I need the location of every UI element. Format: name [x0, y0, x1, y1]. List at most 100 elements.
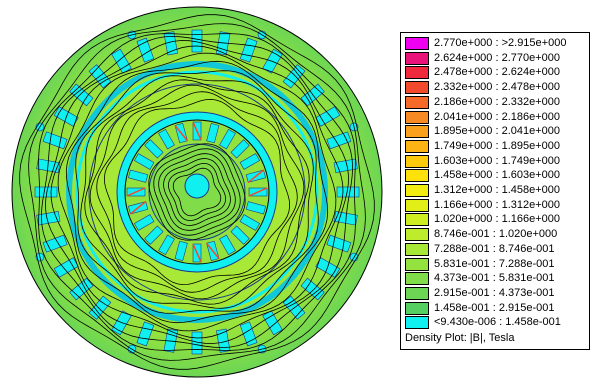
flux-lines: [19, 14, 375, 370]
inner-slot: [248, 187, 268, 197]
inner-slot: [239, 214, 261, 231]
inner-slot: [245, 169, 267, 183]
flux-line: [19, 14, 375, 370]
legend-swatch: [405, 242, 429, 256]
legend: 2.770e+000 : >2.915e+000 2.624e+000 : 2.7…: [400, 32, 590, 350]
flux-line: [148, 143, 246, 241]
inner-slot: [144, 139, 164, 159]
legend-range-label: 8.746e-001 : 1.020e+000: [434, 228, 558, 241]
outer-slot: [333, 158, 358, 173]
flux-line: [65, 60, 329, 324]
flux-line: [38, 33, 356, 351]
inner-slot: [127, 169, 149, 183]
outer-slot: [42, 131, 68, 150]
inner-stator-slots: [126, 121, 268, 263]
outer-slot: [88, 295, 112, 320]
outer-slot: [111, 48, 132, 74]
legend-swatch: [405, 213, 429, 227]
outer-slot: [326, 234, 352, 253]
inner-slot: [239, 153, 261, 170]
flux-line: [50, 45, 344, 339]
legend-swatch: [405, 301, 429, 315]
legend-range-label: 2.478e+000 : 2.624e+000: [434, 66, 561, 79]
inner-slot: [133, 214, 155, 231]
inner-slot: [133, 153, 155, 170]
legend-range-label: 1.603e+000 : 1.749e+000: [434, 154, 561, 167]
legend-swatch: [405, 184, 429, 197]
legend-swatch: [405, 81, 429, 95]
legend-range-label: 4.373e-001 : 5.831e-001: [434, 272, 555, 285]
legend-range-label: 7.288e-001 : 8.746e-001: [434, 242, 555, 255]
flux-line: [89, 84, 305, 300]
inner-slot: [206, 240, 220, 262]
inner-slot: [127, 201, 149, 215]
outer-slot: [315, 106, 341, 127]
legend-swatch: [405, 95, 429, 109]
legend-range-label: 2.332e+000 : 2.478e+000: [434, 81, 561, 94]
legend-range-label: 5.831e-001 : 7.288e-001: [434, 257, 555, 270]
shaft: [184, 173, 210, 199]
flux-line: [45, 40, 349, 344]
outer-slot: [239, 37, 258, 63]
legend-swatch: [405, 169, 429, 183]
legend-swatch: [405, 154, 429, 168]
legend-swatch: [405, 316, 429, 330]
outer-slot: [36, 211, 61, 226]
flux-line: [28, 23, 366, 361]
inner-slot: [230, 139, 250, 159]
flux-line: [158, 153, 236, 231]
legend-swatch: [405, 139, 429, 153]
legend-range-label: 1.749e+000 : 1.895e+000: [434, 139, 561, 152]
outer-slot: [282, 64, 306, 89]
flux-line: [84, 79, 310, 305]
legend-swatch: [405, 125, 429, 139]
density-plot: [11, 6, 383, 378]
inner-slot: [219, 128, 236, 150]
inner-slot: [192, 121, 202, 141]
outer-slot: [300, 277, 325, 301]
legend-range-label: 1.312e+000 : 1.458e+000: [434, 184, 561, 196]
outer-slot: [216, 328, 231, 353]
legend-swatch: [405, 37, 429, 50]
legend-range-label: 2.041e+000 : 2.186e+000: [434, 110, 561, 123]
legend-range-label: 2.624e+000 : 2.770e+000: [434, 51, 561, 64]
legend-range-label: 2.915e-001 : 4.373e-001: [434, 286, 555, 299]
inner-slot: [245, 201, 267, 215]
legend-range-label: 1.458e+000 : 1.603e+000: [434, 169, 561, 182]
flux-line: [103, 98, 291, 286]
legend-range-label: 1.895e+000 : 2.041e+000: [434, 125, 561, 138]
outer-slot: [53, 257, 79, 278]
legend-range-label: 1.020e+000 : 1.166e+000: [434, 213, 561, 226]
outer-slot: [69, 83, 94, 107]
flux-line: [172, 167, 222, 217]
legend-range-label: 1.458e-001 : 2.915e-001: [434, 301, 555, 314]
legend-swatch: [405, 66, 429, 80]
legend-caption: Density Plot: |B|, Tesla: [405, 332, 515, 344]
legend-swatch: [405, 257, 429, 271]
legend-range-label: 2.186e+000 : 2.332e+000: [434, 95, 561, 108]
flux-line: [80, 75, 314, 309]
inner-slot: [206, 122, 220, 144]
legend-range-label: 2.770e+000 : >2.915e+000: [434, 37, 567, 49]
legend-swatch: [405, 272, 429, 286]
legend-range-label: 1.166e+000 : 1.312e+000: [434, 198, 561, 211]
legend-swatch: [405, 198, 429, 212]
inner-slot: [192, 243, 202, 263]
inner-slot: [174, 122, 188, 144]
flux-line: [167, 162, 227, 222]
legend-swatch: [405, 51, 429, 65]
flux-line: [153, 148, 241, 236]
inner-slot: [174, 240, 188, 262]
flux-line: [163, 158, 231, 226]
inner-slot: [158, 128, 175, 150]
inner-slot: [219, 234, 236, 256]
flux-line: [40, 35, 354, 349]
outer-slot: [163, 31, 178, 56]
legend-swatch: [405, 110, 429, 124]
inner-slot: [144, 225, 164, 245]
outer-air-gap: [75, 70, 319, 314]
legend-range-label: <9.430e-006 : 1.458e-001: [434, 316, 561, 329]
inner-slot: [158, 234, 175, 256]
inner-slot: [230, 225, 250, 245]
inner-slot: [126, 187, 146, 197]
